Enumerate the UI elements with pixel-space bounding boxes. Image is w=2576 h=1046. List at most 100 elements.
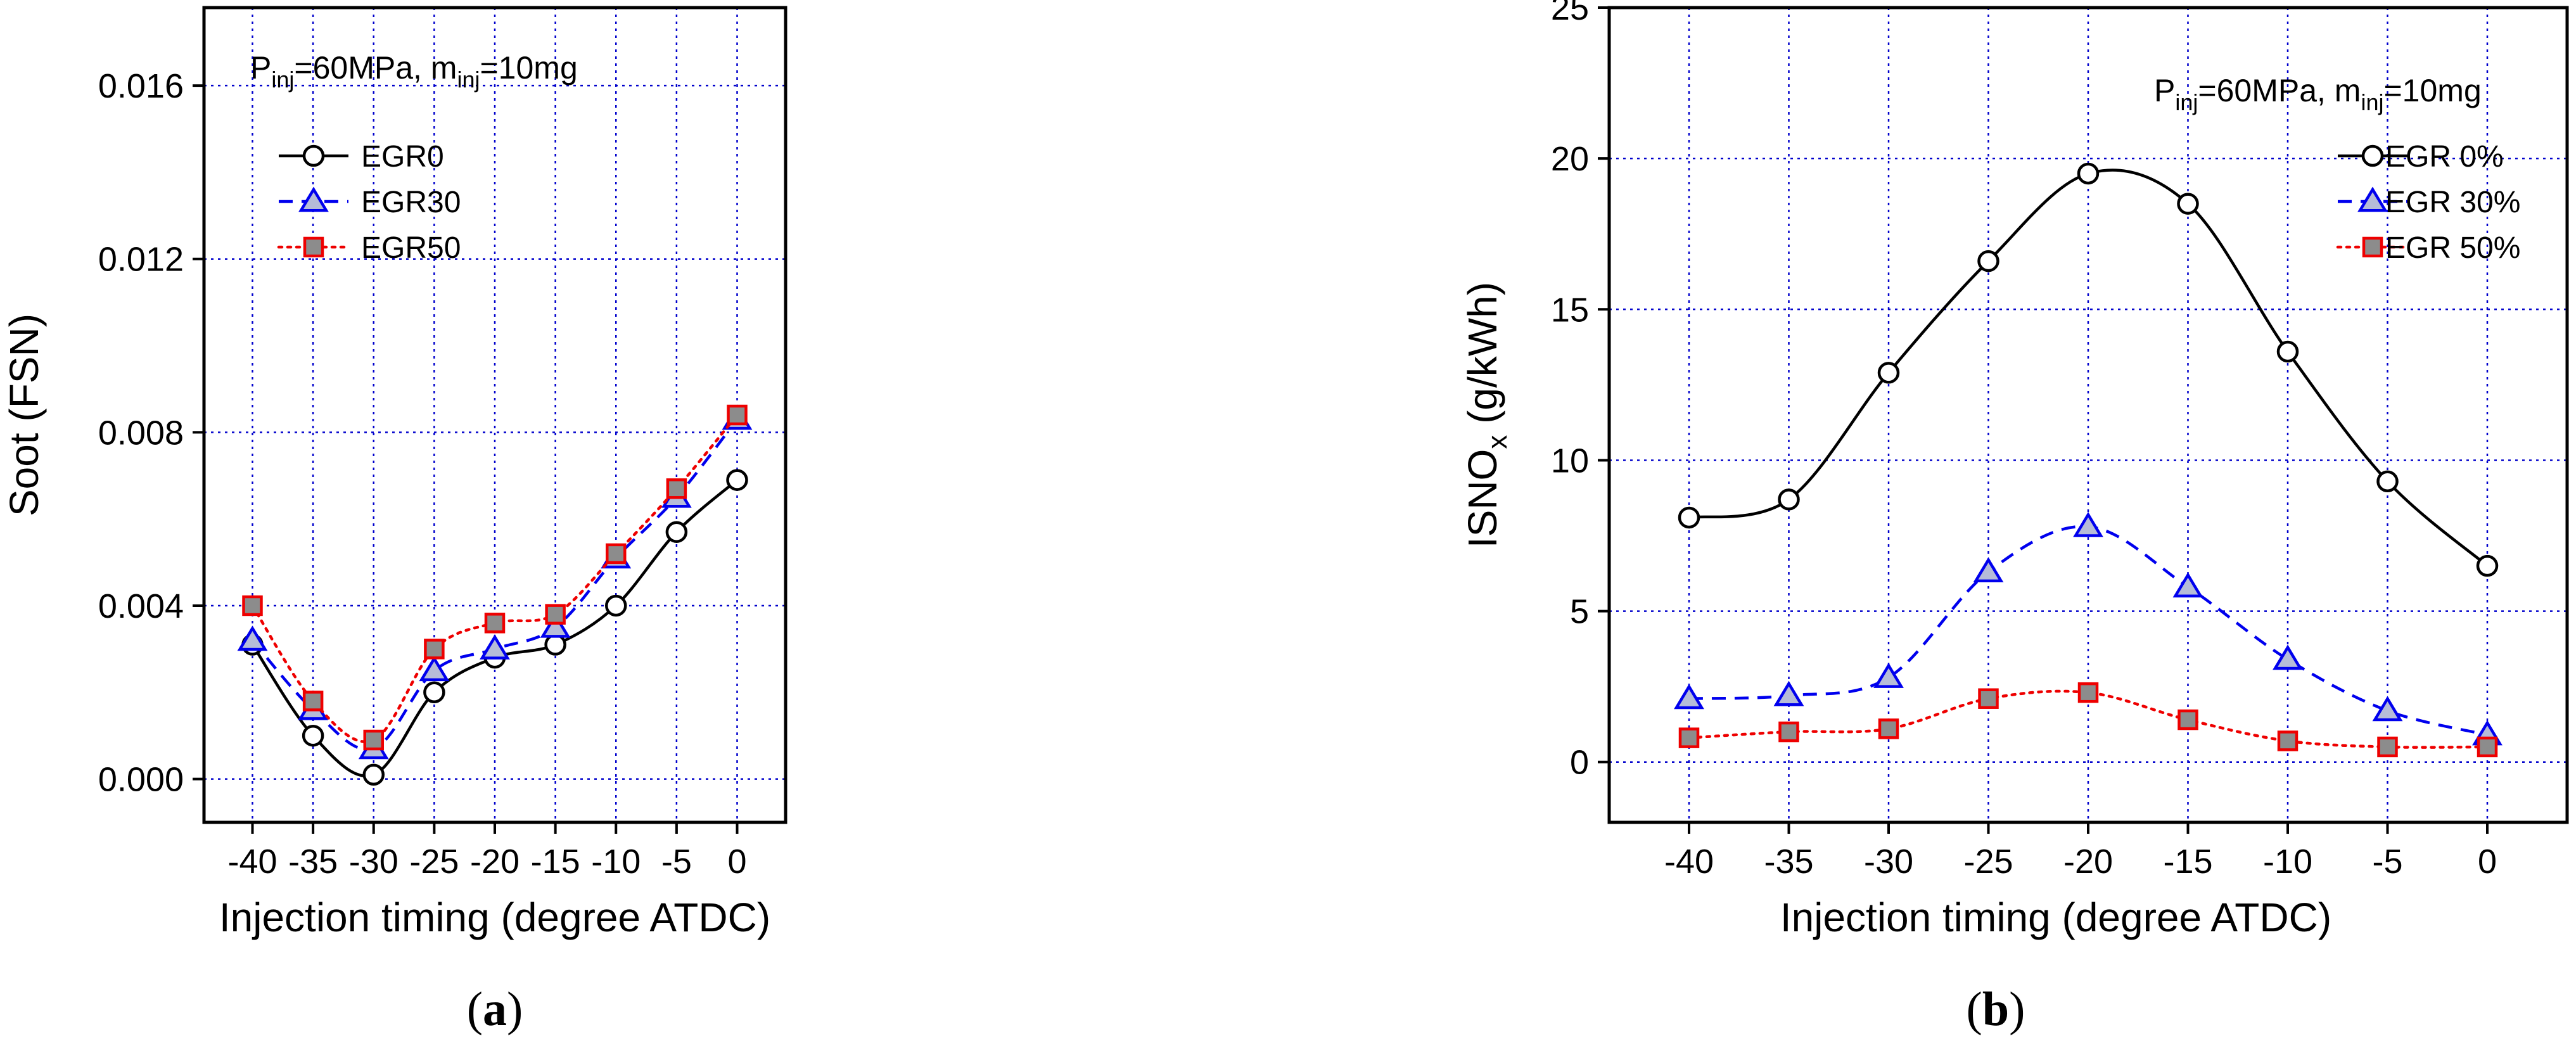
x-tick-label: -40	[1664, 843, 1714, 881]
x-tick-label: -5	[661, 843, 692, 881]
condition-annotation: Pinj=60MPa, minj=10mg	[2154, 73, 2482, 115]
data-point	[1873, 663, 1904, 688]
x-tick-label: 0	[727, 843, 746, 881]
data-point	[666, 478, 687, 499]
data-point	[1678, 727, 1700, 748]
legend-label: EGR50	[361, 231, 461, 265]
condition-annotation: Pinj=60MPa, minj=10mg	[250, 50, 578, 92]
legend-marker	[303, 236, 324, 258]
x-tick-label: -10	[591, 843, 641, 881]
y-tick-label: 25	[1551, 0, 1589, 27]
legend-marker	[2357, 186, 2388, 212]
data-point	[1878, 718, 1899, 739]
legend-label: EGR 0%	[2385, 140, 2504, 174]
data-point	[1678, 506, 1700, 529]
data-point	[1978, 688, 1999, 709]
x-tick-label: -35	[288, 843, 338, 881]
series-line	[1688, 525, 2488, 737]
legend-marker	[302, 144, 325, 167]
data-point	[2277, 730, 2299, 751]
x-tick-label: -20	[470, 843, 520, 881]
data-point	[302, 691, 324, 711]
y-tick-label: 10	[1551, 442, 1589, 480]
data-point	[2077, 162, 2100, 185]
data-point	[1877, 362, 1900, 384]
data-point	[727, 404, 748, 426]
data-point	[302, 724, 324, 747]
y-tick-label: 0.016	[98, 67, 184, 105]
data-point	[419, 656, 450, 682]
data-point	[2377, 736, 2398, 758]
data-point	[726, 469, 748, 491]
data-point	[2077, 682, 2099, 703]
panel-a-chart: -40 -35 -30 -25 -20 -15 -10 -5 0 0.000 0.004 0.008 0…	[1, 6, 787, 1036]
x-tick-label: -25	[1963, 843, 2013, 881]
y-tick-label: 5	[1570, 593, 1589, 631]
y-tick-label: 15	[1551, 291, 1589, 329]
panel-label: (b)	[1967, 983, 2025, 1036]
data-point	[665, 521, 688, 543]
legend-marker	[298, 186, 329, 212]
data-point	[1778, 721, 1799, 743]
data-point	[2273, 644, 2303, 670]
y-tick-label: 20	[1551, 140, 1589, 178]
panel-b-chart: -40 -35 -30 -25 -20 -15 -10 -5 0 0 5 10 15 20 25 Inject…	[1460, 0, 2569, 1036]
data-point	[2177, 709, 2198, 730]
data-point	[1674, 684, 1704, 710]
legend-label: EGR 30%	[2385, 186, 2520, 219]
panel-label: (a)	[467, 983, 523, 1036]
x-tick-label: -5	[2372, 843, 2402, 881]
data-point	[2476, 554, 2499, 577]
data-point	[1977, 250, 1999, 272]
x-tick-label: -15	[531, 843, 580, 881]
data-point	[2276, 340, 2299, 363]
series-line	[1688, 169, 2489, 567]
data-point	[605, 594, 627, 617]
series-3	[242, 404, 748, 751]
y-axis-label: ISNOx (g/kWh)	[1460, 282, 1513, 548]
x-tick-label: -20	[2063, 843, 2113, 881]
data-point	[242, 595, 263, 616]
y-axis-label: Soot (FSN)	[1, 314, 47, 516]
data-point	[424, 639, 445, 660]
data-point	[2172, 572, 2203, 597]
data-point	[480, 634, 510, 660]
data-point	[2073, 511, 2103, 537]
legend-label: EGR30	[361, 186, 461, 219]
data-point	[362, 763, 385, 786]
series-1	[1678, 162, 2499, 577]
legend-label: EGR0	[361, 140, 444, 174]
x-tick-label: -30	[1864, 843, 1913, 881]
series-2	[1674, 511, 2503, 746]
x-axis-label: Injection timing (degree ATDC)	[1780, 895, 2331, 940]
data-point	[2372, 696, 2403, 722]
data-point	[545, 604, 566, 625]
x-tick-label: -25	[409, 843, 459, 881]
x-tick-label: -10	[2263, 843, 2312, 881]
x-tick-label: -30	[349, 843, 399, 881]
y-tick-label: 0.004	[98, 587, 184, 625]
y-tick-label: 0.000	[98, 761, 184, 799]
legend-label: EGR 50%	[2385, 231, 2520, 265]
data-point	[540, 612, 571, 638]
x-axis-label: Injection timing (degree ATDC)	[219, 895, 770, 940]
data-point	[1973, 557, 2004, 583]
series-3	[1678, 682, 2498, 758]
data-point	[237, 625, 268, 651]
data-point	[544, 634, 566, 656]
x-tick-label: -35	[1764, 843, 1813, 881]
legend-marker	[2362, 236, 2383, 258]
data-point	[2376, 470, 2399, 493]
data-point	[484, 613, 506, 634]
data-point	[2177, 193, 2199, 215]
y-tick-label: 0.012	[98, 241, 184, 279]
x-tick-label: 0	[2478, 843, 2497, 881]
x-tick-label: -15	[2163, 843, 2212, 881]
x-tick-label: -40	[227, 843, 277, 881]
data-point	[1773, 680, 1804, 706]
y-tick-label: 0	[1570, 744, 1589, 782]
data-point	[363, 729, 384, 751]
y-tick-label: 0.008	[98, 414, 184, 452]
plot-frame	[202, 6, 787, 824]
